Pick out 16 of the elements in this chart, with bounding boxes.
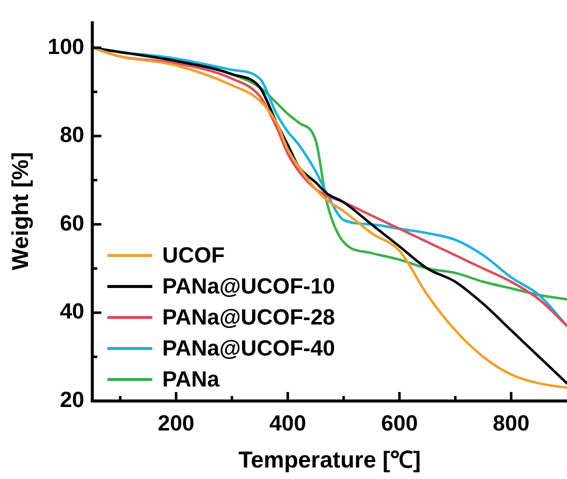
y-tick-label: 100	[48, 34, 84, 59]
legend-label: PANa@UCOF-28	[162, 304, 335, 330]
x-tick-label: 800	[492, 410, 530, 436]
y-tick-label: 60	[60, 210, 84, 236]
y-axis-title: Weight [%]	[7, 152, 34, 270]
y-tick-label: 20	[60, 387, 84, 412]
x-tick-label: 200	[158, 410, 194, 436]
legend-label: PANa@UCOF-10	[162, 274, 335, 299]
y-tick-label: 40	[60, 298, 84, 324]
x-tick-label: 400	[269, 410, 306, 436]
legend-label: PANa	[162, 366, 220, 392]
x-tick-label: 600	[381, 410, 418, 436]
legend-label: PANa@UCOF-40	[162, 336, 335, 361]
x-axis-title: Temperature [℃]	[238, 446, 421, 473]
y-tick-label: 80	[60, 122, 84, 148]
legend-label: UCOF	[162, 242, 225, 268]
